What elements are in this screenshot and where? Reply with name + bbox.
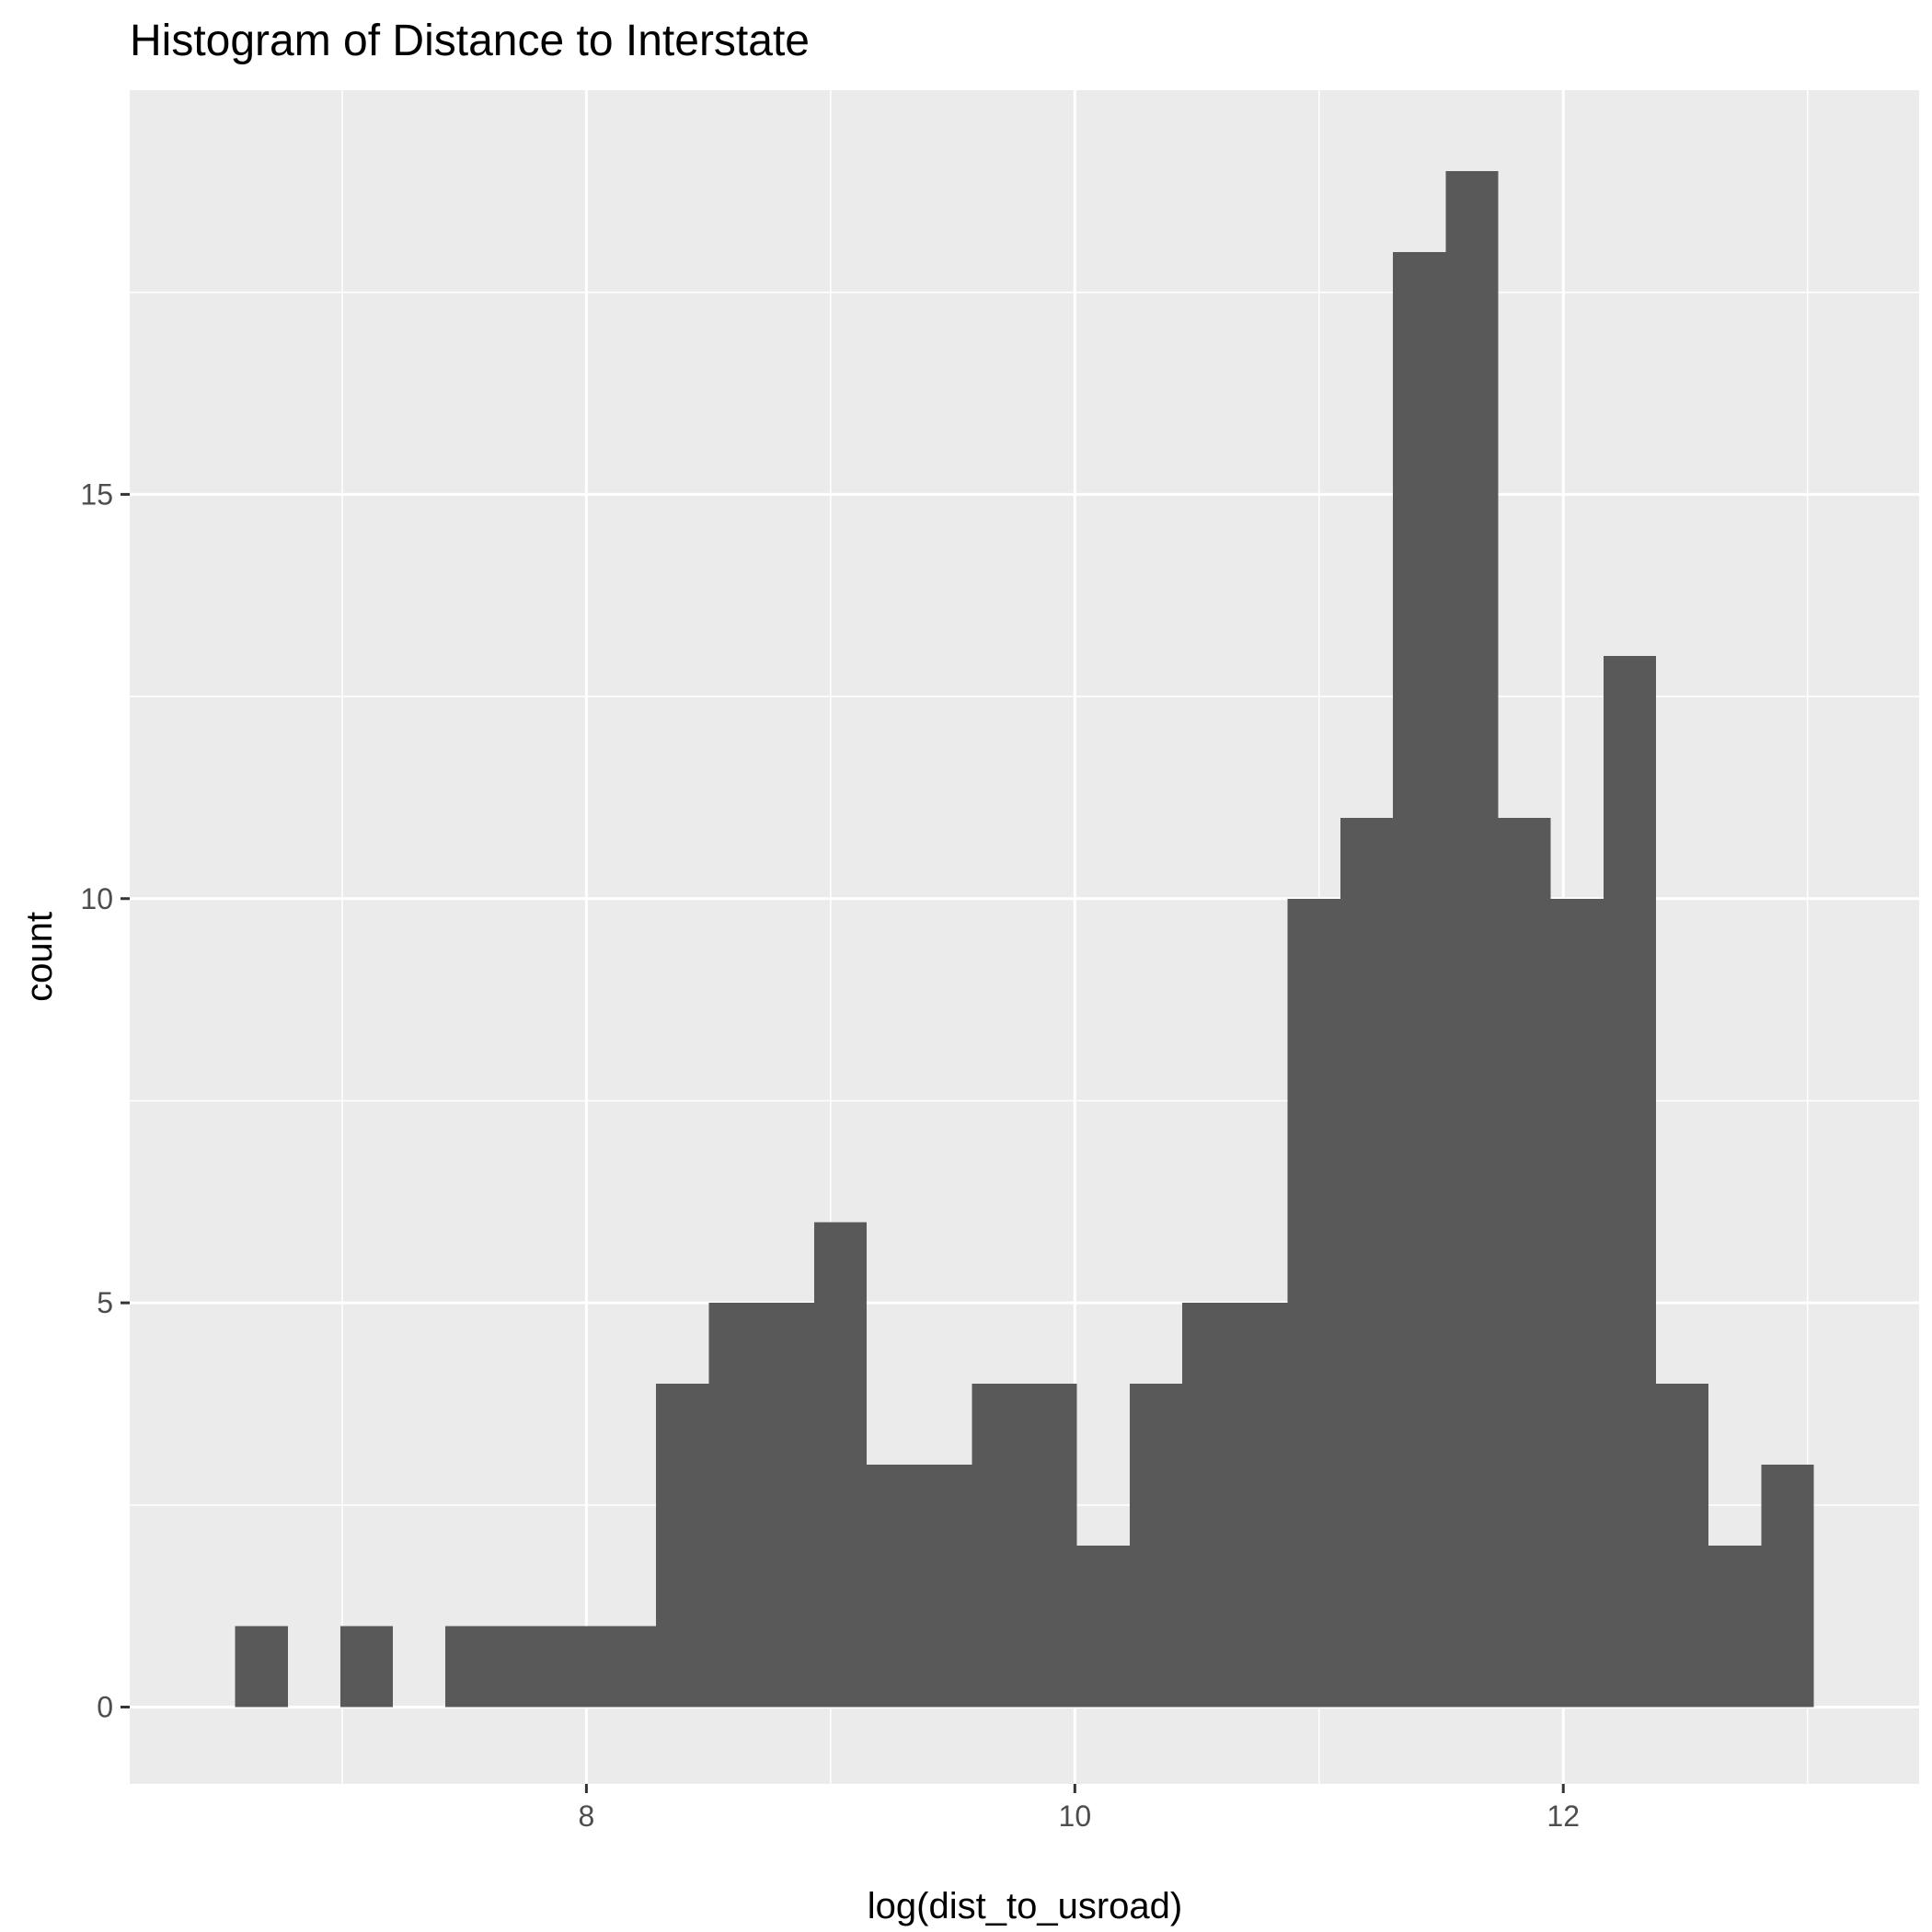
histogram-bar	[1550, 898, 1604, 1708]
histogram-bar	[235, 1626, 288, 1708]
histogram-bar	[1340, 817, 1393, 1708]
histogram-bar	[550, 1626, 604, 1708]
histogram-bar	[1024, 1384, 1077, 1708]
histogram-bar	[603, 1626, 657, 1708]
y-tick-label: 10	[80, 882, 113, 915]
histogram-bar	[656, 1384, 709, 1708]
x-axis-title: log(dist_to_usroad)	[868, 1886, 1182, 1926]
x-tick-label: 8	[579, 1800, 595, 1833]
histogram-bar	[339, 1626, 394, 1708]
histogram-bar	[866, 1464, 920, 1708]
histogram-bar	[1392, 251, 1446, 1708]
histogram-bars	[235, 170, 1814, 1708]
histogram-bar	[1708, 1545, 1762, 1708]
x-tick-label: 10	[1059, 1800, 1092, 1833]
histogram-bar	[1287, 898, 1340, 1708]
histogram-bar	[1498, 817, 1551, 1708]
histogram-bar	[1235, 1303, 1288, 1708]
y-axis: 0 5 10 15	[80, 477, 130, 1724]
histogram-bar	[919, 1464, 972, 1708]
histogram-bar	[445, 1626, 499, 1708]
histogram-bar	[1445, 170, 1499, 1708]
x-tick-label: 12	[1547, 1800, 1580, 1833]
histogram-bar	[972, 1384, 1025, 1708]
y-axis-title: count	[19, 912, 60, 1002]
y-tick-label: 15	[80, 477, 113, 511]
histogram-bar	[708, 1303, 762, 1708]
histogram-bar	[498, 1626, 551, 1708]
histogram-bar	[1603, 656, 1657, 1708]
histogram-bar	[1656, 1384, 1709, 1708]
histogram-bar	[1761, 1464, 1814, 1708]
histogram-bar	[1076, 1545, 1131, 1708]
chart-title: Histogram of Distance to Interstate	[130, 17, 810, 65]
y-tick-label: 5	[97, 1286, 113, 1319]
histogram-bar	[813, 1222, 867, 1708]
histogram-bar	[761, 1303, 814, 1708]
histogram-bar	[1182, 1303, 1236, 1708]
x-axis: 8 10 12	[579, 1784, 1580, 1833]
y-tick-label: 0	[97, 1691, 113, 1724]
histogram-bar	[1130, 1384, 1183, 1708]
